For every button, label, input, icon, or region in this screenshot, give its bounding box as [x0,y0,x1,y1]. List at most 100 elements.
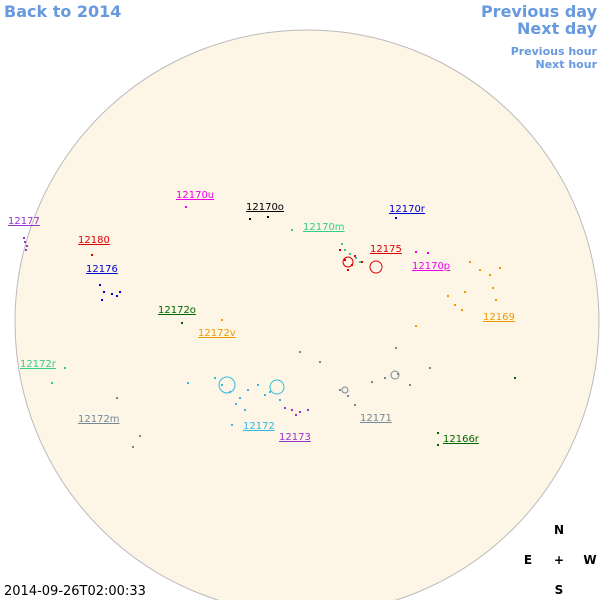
sunspot [339,389,341,391]
sunspot [181,322,183,324]
region-label[interactable]: 12166r [443,434,480,445]
sunspot [185,206,187,208]
region-label[interactable]: 12170p [412,261,450,272]
region-label[interactable]: 12172o [158,305,196,316]
sunspot [415,325,417,327]
sunspot [359,261,361,263]
region-label[interactable]: 12170m [303,222,345,233]
region-label[interactable]: 12172r [20,359,57,370]
sunspot [244,409,246,411]
region-label[interactable]: 12169 [483,312,515,323]
sunspot [103,291,105,293]
region-label[interactable]: 12171 [360,413,392,424]
sunspot [139,435,141,437]
sunspot-ring [342,256,354,268]
compass-center: + [554,553,564,567]
sunspot [495,299,497,301]
sunspot [214,377,216,379]
sunspots [23,206,516,448]
sunspot [492,287,494,289]
sunspot [415,251,417,253]
sunspot [361,261,363,263]
sunspot-ring [390,370,400,380]
sunspot [307,409,309,411]
region-label[interactable]: 12172m [78,414,120,425]
sunspot [235,403,237,405]
sunspot [101,299,103,301]
sunspot [284,407,286,409]
sunspot [347,395,349,397]
sunspot [249,218,251,220]
sunspot [299,411,301,413]
sunspot [339,249,341,251]
sunspot-ring [218,376,236,394]
sunspot [447,295,449,297]
region-label[interactable]: 12180 [78,235,110,246]
sunspot [291,229,293,231]
region-label[interactable]: 12177 [8,216,40,227]
back-link[interactable]: Back to 2014 [4,2,121,21]
sunspot [111,293,113,295]
sunspot [489,274,491,276]
sunspot [454,304,456,306]
sunspot [469,261,471,263]
sunspot [264,394,266,396]
sunspot [116,295,118,297]
sunspot [119,291,121,293]
sunspot [409,384,411,386]
sunspot [299,351,301,353]
region-label[interactable]: 12173 [279,432,311,443]
region-label[interactable]: 12170o [246,202,284,213]
sunspot [429,367,431,369]
sunspot [464,291,466,293]
sunspot [99,284,101,286]
sunspot [395,347,397,349]
sunspot [23,237,25,239]
region-label[interactable]: 12172v [198,328,236,339]
sunspot [354,404,356,406]
sunspot [397,373,399,375]
region-label[interactable]: 12170u [176,190,214,201]
sunspot [437,432,439,434]
sunspot [221,319,223,321]
sunspot [319,361,321,363]
sunspot [24,241,26,243]
region-label[interactable]: 12172 [243,421,275,432]
next-hour-link[interactable]: Next hour [536,58,598,71]
sunspot [349,253,351,255]
sunspot [257,384,259,386]
sunspot [341,243,343,245]
sunspot [344,259,346,261]
sunspot [499,267,501,269]
sunspot [354,255,356,257]
previous-day-link[interactable]: Previous day [481,2,598,21]
region-label[interactable]: 12175 [370,244,402,255]
compass-south: S [555,583,564,597]
sunspot [279,399,281,401]
solar-disk [14,29,600,600]
sunspot [479,269,481,271]
next-day-link[interactable]: Next day [517,19,598,38]
sunspot [437,444,439,446]
sunspot-ring [269,379,285,395]
sunspot [371,381,373,383]
compass-west: W [583,553,596,567]
sunspot [344,249,346,251]
region-label[interactable]: 12176 [86,264,118,275]
sunspot [295,414,297,416]
sunspot-ring [369,260,383,274]
sunspot [51,382,53,384]
sunspot [187,382,189,384]
sunspot [427,252,429,254]
timestamp: 2014-09-26T02:00:33 [4,584,146,599]
sunspot [247,389,249,391]
sunspot [221,384,223,386]
sunspot [116,397,118,399]
previous-hour-link[interactable]: Previous hour [511,45,598,58]
sunspot [291,409,293,411]
region-label[interactable]: 12170r [389,204,426,215]
compass-east: E [524,553,532,567]
sunspot [347,269,349,271]
sunspot [395,217,397,219]
